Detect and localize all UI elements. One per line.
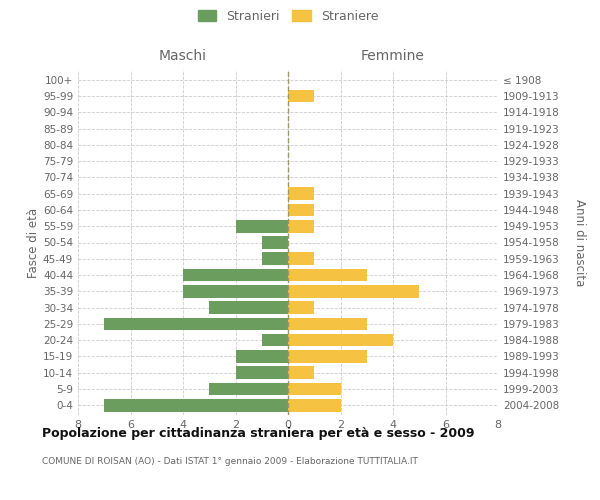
Y-axis label: Fasce di età: Fasce di età — [27, 208, 40, 278]
Bar — [288, 382, 341, 396]
Bar — [209, 301, 288, 314]
Bar — [288, 318, 367, 330]
Bar — [262, 334, 288, 346]
Bar — [288, 90, 314, 102]
Bar — [235, 366, 288, 379]
Bar — [288, 350, 367, 363]
Bar — [104, 399, 288, 411]
Y-axis label: Anni di nascita: Anni di nascita — [574, 199, 587, 286]
Text: Popolazione per cittadinanza straniera per età e sesso - 2009: Popolazione per cittadinanza straniera p… — [42, 428, 475, 440]
Bar — [262, 252, 288, 265]
Bar — [235, 350, 288, 363]
Text: Femmine: Femmine — [361, 49, 425, 63]
Bar — [288, 366, 314, 379]
Bar — [104, 318, 288, 330]
Bar — [209, 382, 288, 396]
Text: Maschi: Maschi — [159, 49, 207, 63]
Bar — [262, 236, 288, 249]
Bar — [288, 399, 341, 411]
Legend: Stranieri, Straniere: Stranieri, Straniere — [194, 6, 382, 26]
Bar — [288, 334, 393, 346]
Bar — [288, 301, 314, 314]
Bar — [183, 268, 288, 281]
Bar — [288, 285, 419, 298]
Bar — [288, 268, 367, 281]
Bar — [235, 220, 288, 232]
Bar — [288, 252, 314, 265]
Bar — [288, 188, 314, 200]
Bar — [288, 204, 314, 216]
Text: COMUNE DI ROISAN (AO) - Dati ISTAT 1° gennaio 2009 - Elaborazione TUTTITALIA.IT: COMUNE DI ROISAN (AO) - Dati ISTAT 1° ge… — [42, 458, 418, 466]
Bar — [288, 220, 314, 232]
Bar — [183, 285, 288, 298]
